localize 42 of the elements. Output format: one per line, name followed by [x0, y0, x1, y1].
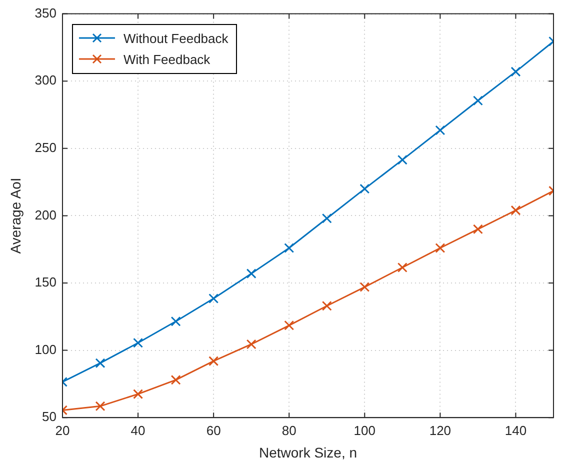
point	[322, 213, 332, 224]
point	[510, 66, 521, 77]
y-tick-label: 150	[34, 274, 56, 290]
y-tick-label: 250	[34, 140, 56, 155]
x-tick-label: 20	[55, 422, 70, 438]
point	[95, 358, 106, 368]
point	[435, 243, 446, 253]
point	[208, 356, 219, 366]
x-tick-label: 80	[282, 422, 296, 438]
y-axis-title: Average AoI	[7, 178, 24, 254]
point	[510, 205, 521, 216]
point	[397, 262, 408, 273]
point	[133, 389, 144, 400]
point	[208, 293, 219, 304]
y-tick-label: 200	[34, 207, 56, 222]
point	[397, 154, 408, 165]
x-tick-label: 60	[206, 422, 221, 438]
y-tick-label: 300	[34, 72, 56, 88]
point	[435, 125, 446, 136]
point	[322, 300, 332, 311]
legend-label: Without Feedback	[123, 30, 228, 46]
x-tick-label: 40	[130, 422, 146, 438]
point	[246, 339, 256, 350]
x-axis-title: Network Size, n	[258, 444, 358, 460]
point	[284, 320, 294, 330]
legend-label: With Feedback	[123, 52, 210, 67]
point	[95, 401, 106, 412]
point	[360, 184, 370, 194]
x-tick-label: 140	[504, 422, 527, 438]
point	[133, 338, 144, 348]
point	[246, 268, 256, 279]
x-tick-label: 120	[429, 422, 452, 438]
y-tick-label: 100	[34, 342, 56, 357]
point	[170, 316, 181, 326]
y-tick-label: 50	[42, 409, 56, 424]
y-tick-label: 350	[34, 5, 56, 20]
point	[472, 224, 483, 234]
point	[284, 243, 294, 253]
point	[360, 282, 370, 292]
point	[472, 96, 483, 106]
point	[170, 374, 181, 385]
x-tick-label: 100	[354, 422, 376, 438]
